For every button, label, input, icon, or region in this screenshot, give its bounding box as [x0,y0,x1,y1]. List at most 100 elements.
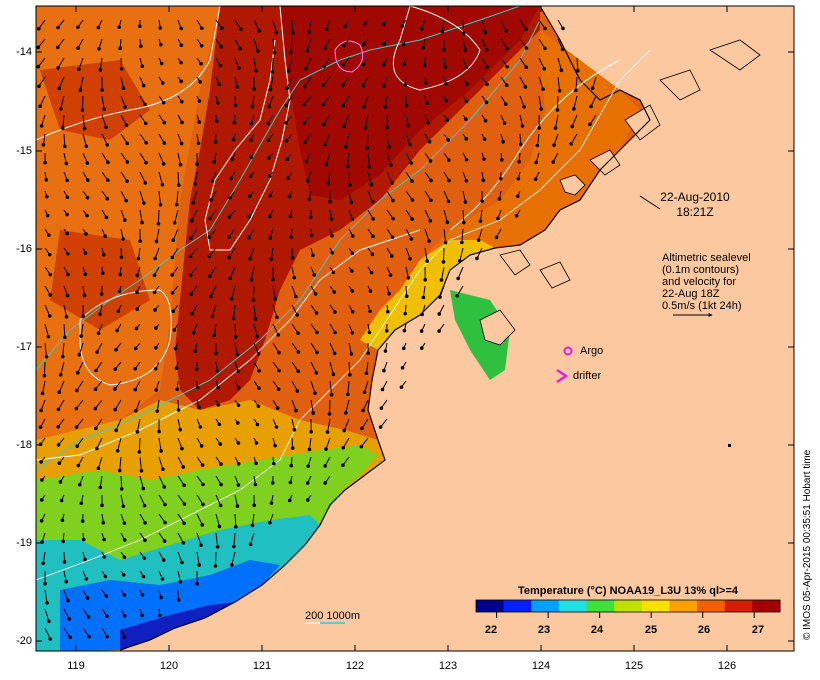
velocity-arrow-head [122,521,127,525]
velocity-arrow-head [113,387,117,391]
velocity-arrow [424,209,431,222]
velocity-arrow [345,133,350,147]
velocity-arrow-head [236,441,241,445]
velocity-arrow-head [140,593,145,597]
velocity-arrow [536,133,540,146]
velocity-arrow-head [286,69,291,73]
velocity-arrow-head [463,48,468,53]
velocity-arrow-head [196,141,201,146]
velocity-arrow [234,38,241,49]
velocity-arrow [120,171,128,182]
velocity-arrow-head [288,214,293,218]
velocity-arrow-head [304,66,308,71]
velocity-arrow-head [236,386,241,390]
velocity-arrow [78,57,84,70]
velocity-arrow [384,95,388,108]
velocity-arrow-head [361,408,365,413]
velocity-arrow [234,494,238,507]
velocity-arrow-head [93,406,98,411]
velocity-arrow-head [199,444,204,448]
velocity-arrow-head [403,311,408,316]
velocity-arrow [42,133,46,145]
velocity-arrow-head [370,252,375,257]
velocity-arrow-head [559,68,564,73]
velocity-arrow-head [84,232,88,236]
velocity-arrow [405,247,411,259]
velocity-arrow [158,494,166,505]
velocity-arrow [424,228,430,242]
velocity-arrow-head [292,427,297,432]
velocity-arrow-head [76,463,81,468]
velocity-arrow-head [423,81,428,85]
velocity-arrow-head [371,217,375,221]
velocity-arrow [405,209,413,220]
velocity-arrow-head [200,463,205,467]
velocity-arrow [177,171,180,186]
velocity-arrow [268,95,274,107]
velocity-arrow-head [270,69,275,74]
velocity-arrow-head [308,215,313,220]
velocity-arrow [174,209,179,224]
velocity-arrow-head [272,50,277,55]
velocity-arrow-head [98,312,102,316]
colorbar-cell [531,600,560,612]
velocity-arrow [308,19,312,32]
drifter-marker [556,368,569,384]
velocity-arrow [590,95,597,107]
velocity-arrow-head [480,199,484,203]
velocity-arrow-head [161,162,166,166]
velocity-arrow-head [60,518,65,523]
velocity-arrow-head [256,404,261,409]
velocity-arrow [324,133,331,145]
velocity-arrow-head [266,138,271,143]
velocity-arrow [360,437,369,447]
velocity-arrow-head [350,251,355,256]
velocity-arrow-head [504,29,509,33]
velocity-arrow-head [181,465,186,469]
velocity-arrow [208,247,217,257]
velocity-arrow-head [85,213,89,218]
velocity-arrow-head [86,178,90,183]
velocity-arrow-head [57,390,62,395]
velocity-arrow-head [100,88,104,92]
velocity-arrow-head [370,199,375,204]
velocity-arrow-head [117,25,122,29]
velocity-arrow-head [140,64,145,69]
velocity-arrow-head [121,504,126,509]
velocity-arrow-head [518,142,523,147]
velocity-arrow [192,190,198,203]
velocity-arrow-head [56,442,61,447]
velocity-arrow [139,190,145,204]
velocity-arrow-head [439,278,444,282]
velocity-arrow-head [47,314,52,318]
velocity-arrow-head [228,195,232,200]
altimetry-line-2: (0.1m contours) [662,264,740,276]
velocity-arrow [37,57,46,67]
velocity-arrow-head [330,250,335,255]
velocity-arrow-head [464,137,469,141]
velocity-arrow-head [198,425,203,429]
velocity-arrow [592,76,597,89]
velocity-arrow-head [391,216,395,221]
velocity-arrow-head [390,235,395,239]
velocity-arrow-head [102,537,106,542]
velocity-arrow-head [178,162,183,167]
velocity-arrow-head [201,502,205,507]
velocity-arrow-head [588,122,592,127]
velocity-arrow-head [329,217,334,221]
velocity-arrow-head [208,274,212,279]
velocity-arrow-head [85,161,90,166]
velocity-arrow-head [276,387,281,391]
velocity-arrow-head [369,270,374,275]
velocity-arrow-head [476,238,481,243]
velocity-arrow [77,361,84,373]
velocity-arrow-head [333,330,337,335]
velocity-arrow-head [543,46,547,51]
velocity-arrow [272,19,277,33]
velocity-arrow-head [456,276,461,281]
velocity-arrow-head [302,121,307,125]
velocity-arrow-head [82,293,87,298]
velocity-arrow-head [103,234,107,239]
velocity-arrow-head [37,26,41,31]
velocity-arrow [557,57,562,71]
